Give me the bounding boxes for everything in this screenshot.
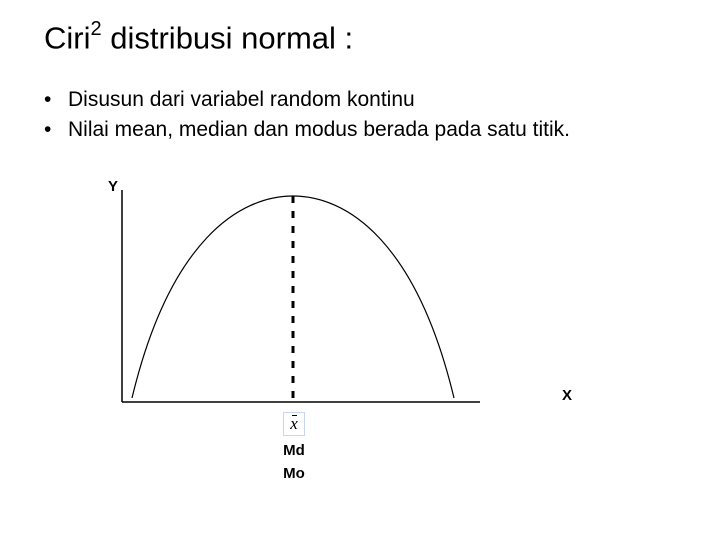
title-rest: distribusi normal : — [102, 20, 354, 55]
median-label: Md — [264, 442, 324, 459]
title-prefix: Ciri — [44, 20, 91, 55]
list-item: • Nilai mean, median dan modus berada pa… — [44, 116, 570, 144]
slide: Ciri2 distribusi normal : • Disusun dari… — [0, 0, 720, 540]
bullet-list: • Disusun dari variabel random kontinu •… — [44, 86, 570, 147]
list-item: • Disusun dari variabel random kontinu — [44, 86, 570, 114]
title-superscript: 2 — [91, 18, 102, 40]
mode-label: Mo — [264, 465, 324, 482]
normal-distribution-chart: Y X x Md Mo — [110, 180, 530, 440]
bullet-text: Disusun dari variabel random kontinu — [68, 86, 415, 114]
slide-title: Ciri2 distribusi normal : — [44, 20, 353, 56]
x-bar-symbol: x — [283, 412, 305, 436]
chart-svg — [110, 180, 530, 440]
bullet-marker: • — [44, 86, 68, 114]
x-axis-label: X — [562, 387, 572, 404]
overline-bar — [292, 415, 297, 416]
y-axis-label: Y — [108, 178, 118, 195]
bullet-text: Nilai mean, median dan modus berada pada… — [68, 116, 570, 144]
x-bar-letter: x — [290, 414, 298, 433]
center-value-labels: x Md Mo — [264, 412, 324, 482]
bullet-marker: • — [44, 116, 68, 144]
